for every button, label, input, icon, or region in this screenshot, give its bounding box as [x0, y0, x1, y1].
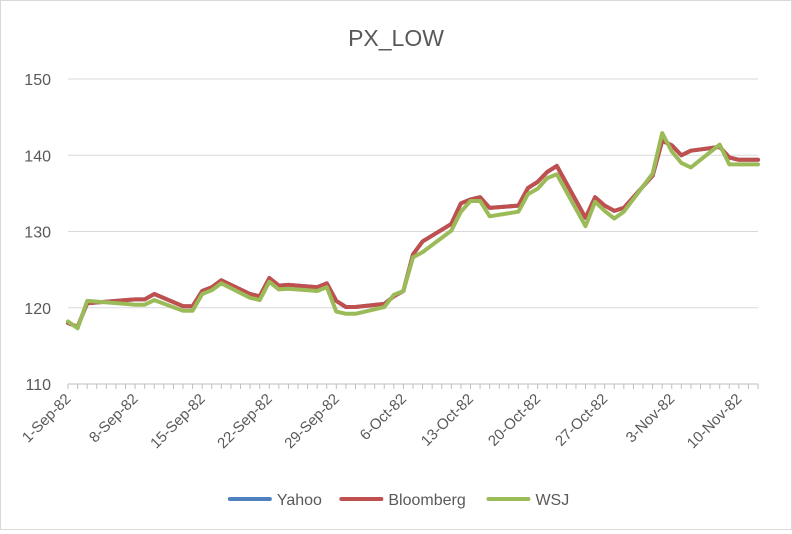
legend-item-wsj: WSJ — [486, 492, 569, 509]
x-tick-label: 10-Nov-82 — [684, 391, 746, 453]
x-tick-label: 29-Sep-82 — [281, 391, 343, 453]
y-tick-label: 110 — [25, 377, 51, 394]
legend-label: WSJ — [535, 492, 569, 509]
x-tick-label: 1-Sep-82 — [19, 391, 75, 447]
chart-title: PX_LOW — [348, 25, 444, 51]
y-tick-label: 150 — [24, 72, 51, 89]
x-axis: 1-Sep-82 8-Sep-82 15-Sep-82 22-Sep-82 29-Sep… — [19, 383, 759, 453]
y-tick-label: 130 — [24, 225, 51, 242]
legend-label: Yahoo — [277, 492, 322, 509]
gridlines — [68, 78, 758, 309]
x-tick-label: 27-Oct-82 — [552, 391, 611, 450]
series-line-wsj — [66, 131, 760, 331]
x-tick-label: 3-Nov-82 — [623, 391, 679, 447]
y-axis-tick-labels: 110 120 130 140 150 — [24, 72, 51, 394]
series-lines — [66, 131, 760, 331]
x-tick-label: 20-Oct-82 — [485, 391, 544, 450]
x-tick-label: 15-Sep-82 — [147, 391, 209, 453]
legend-item-bloomberg: Bloomberg — [339, 492, 466, 509]
legend: Yahoo Bloomberg WSJ — [227, 492, 569, 509]
y-tick-label: 120 — [24, 301, 51, 318]
x-tick-label: 6-Oct-82 — [357, 391, 410, 444]
legend-label: Bloomberg — [388, 492, 465, 509]
x-tick-label: 22-Sep-82 — [214, 391, 276, 453]
x-tick-label: 8-Sep-82 — [86, 391, 142, 447]
x-tick-label: 13-Oct-82 — [418, 391, 477, 450]
series-wsj — [66, 131, 760, 331]
legend-item-yahoo: Yahoo — [227, 492, 322, 509]
y-tick-label: 140 — [24, 148, 51, 165]
